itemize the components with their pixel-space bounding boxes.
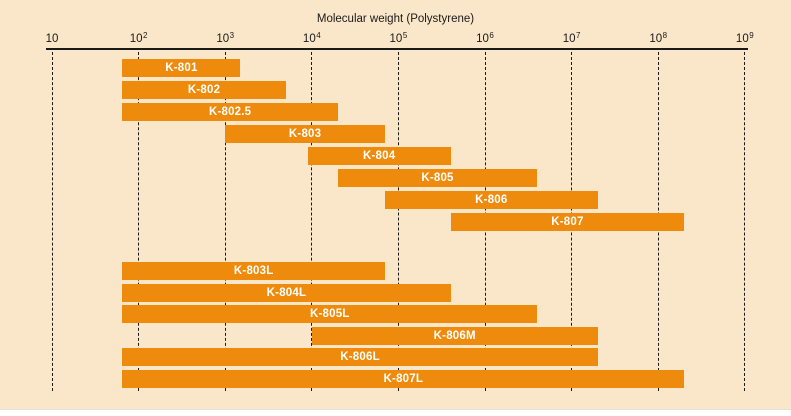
bar-label: K-805 <box>421 172 454 184</box>
range-bar-k-801: K-801 <box>122 59 241 77</box>
bar-label: K-806L <box>340 351 380 364</box>
x-tick-label-1e4: 104 <box>302 31 321 46</box>
gridline-1e5 <box>397 52 399 391</box>
range-bar-k-807: K-807 <box>450 213 685 231</box>
range-bar-k-806l: K-806L <box>122 348 598 367</box>
bar-label: K-804 <box>363 150 396 162</box>
range-bar-k-804: K-804 <box>307 147 451 165</box>
range-bar-k-804l: K-804L <box>122 283 451 302</box>
range-bar-k-806m: K-806M <box>311 326 598 345</box>
range-bar-k-806: K-806 <box>384 191 598 209</box>
x-tick-label-1e5: 105 <box>389 31 408 46</box>
bar-label: K-803L <box>233 265 274 277</box>
bar-label: K-807 <box>551 216 584 228</box>
x-tick-label-1e2: 102 <box>129 31 148 46</box>
gridline-1e4 <box>311 52 313 391</box>
x-tick-label-1e9: 109 <box>735 31 754 46</box>
range-bar-k-803l: K-803L <box>122 262 385 280</box>
range-bar-k-803: K-803 <box>225 125 385 143</box>
bar-label: K-806 <box>475 194 508 206</box>
range-bar-k-805: K-805 <box>337 169 538 187</box>
x-tick-label-1e6: 106 <box>476 31 494 46</box>
bar-label: K-803 <box>288 128 322 140</box>
range-bar-k-805l: K-805L <box>122 305 538 324</box>
bar-label: K-807L <box>383 373 424 385</box>
gridline-1e3 <box>224 52 226 391</box>
bar-label: K-805L <box>309 308 350 321</box>
x-tick-label-1e3: 103 <box>216 31 235 46</box>
range-bar-k-802.5: K-802.5 <box>122 103 338 121</box>
bar-label: K-806M <box>433 329 476 342</box>
range-bar-k-807l: K-807L <box>122 370 685 388</box>
bar-label: K-801 <box>165 62 198 74</box>
bar-label: K-802.5 <box>208 106 252 118</box>
gridline-1e9 <box>744 52 746 391</box>
bar-label: K-802 <box>187 84 221 96</box>
x-tick-label-1e7: 107 <box>562 31 581 46</box>
range-bar-k-802: K-802 <box>122 81 286 99</box>
x-axis-line <box>46 48 748 50</box>
gridline-1e2 <box>138 52 140 391</box>
x-tick-label-1e8: 108 <box>649 31 668 46</box>
x-tick-label-1e1: 10 <box>45 33 59 45</box>
gridline-1e1 <box>51 52 53 391</box>
bar-label: K-804L <box>266 286 307 299</box>
chart-title: Molecular weight (Polystyrene) <box>316 13 475 25</box>
